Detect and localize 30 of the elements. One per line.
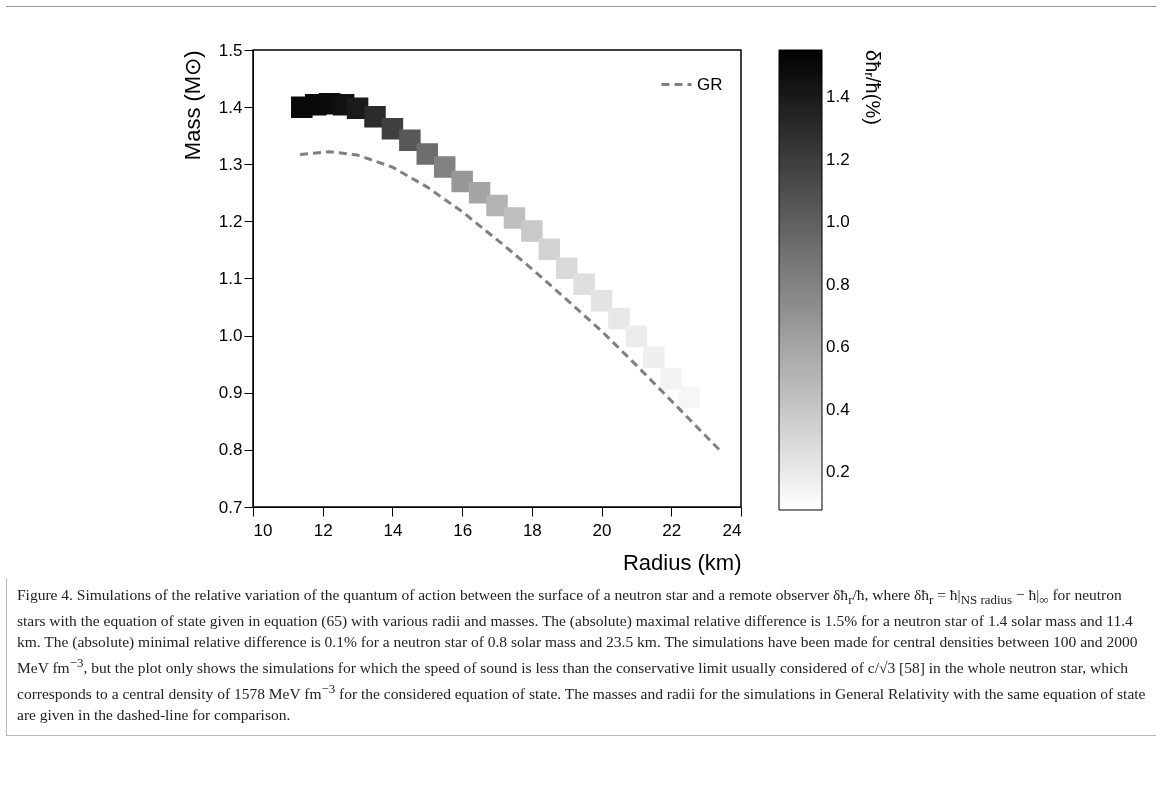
- color-bar-label: 0.4: [826, 399, 850, 419]
- color-bar-label: 1.2: [826, 149, 850, 169]
- color-bar-label: 1.0: [826, 212, 850, 232]
- x-tick-label: 22: [662, 520, 682, 540]
- color-bar-label: 0.8: [826, 274, 850, 294]
- y-tick-label: 0.8: [218, 440, 243, 460]
- y-tick-label: 1.2: [218, 211, 243, 231]
- x-tick-label: 16: [453, 520, 473, 540]
- line-series: [298, 150, 721, 452]
- legend-label: GR: [697, 74, 723, 94]
- y-tick-label: 1.1: [218, 269, 243, 288]
- y-tick-label: 0.7: [218, 497, 243, 517]
- y-axis-title: Mass (M⊙): [179, 50, 205, 161]
- x-tick-label: 10: [253, 520, 273, 540]
- x-tick-label: 18: [522, 520, 542, 540]
- color-bar-label: 0.2: [826, 462, 850, 482]
- color-bar-label: 0.6: [826, 337, 850, 357]
- text: Figure 4. Simulations of the relative variation of the quantum of action between the surface of a neutron star and a remote observer δħ$_{r}$/ħ, where δħ$_{r}$ = ħ|$_{NS radius}$ − ħ|$_{∞}$ for neutron stars with the equation of state given in equation (65) with various radii and masses. The (absolute) maximal relative difference is 1.5% for a neutron star of 1.4 solar mass and 11.4 km. The (absolute) minimal relative difference is 0.1% for a neutron star of 0.8 solar mass and 23.5 km. The simulations have been made for central densities between 100 and 2000 MeV fm$^{−3}$, but the plot only shows the simulations for which the speed of sound is less than the conservative limit usually considered of c/√3 [58] in the whole neutron star, which corresponds to a central density of 1578 MeV fm$^{−3}$ for the considered equation of state. The masses and radii for the simulations in General Relativity with the same equation of state are given in the dashed-line for comparison.: [17, 586, 1146, 724]
- x-tick-label: 12: [313, 520, 333, 540]
- x-tick-label: 24: [722, 520, 742, 540]
- y-tick-label: 1.4: [218, 97, 243, 117]
- x-tick-label: 20: [592, 520, 612, 540]
- x-axis-title: Radius (km): [622, 549, 742, 575]
- y-tick-label: 1.3: [218, 154, 243, 174]
- x-tick-label: 14: [383, 520, 403, 540]
- y-tick-label: 1.5: [218, 40, 243, 60]
- y-tick-label: 0.9: [218, 383, 243, 403]
- color-bar-title: δħᵣ/ħ(%): [862, 50, 884, 125]
- color-bar-label: 1.4: [826, 86, 850, 106]
- y-tick-label: 1.0: [218, 326, 243, 346]
